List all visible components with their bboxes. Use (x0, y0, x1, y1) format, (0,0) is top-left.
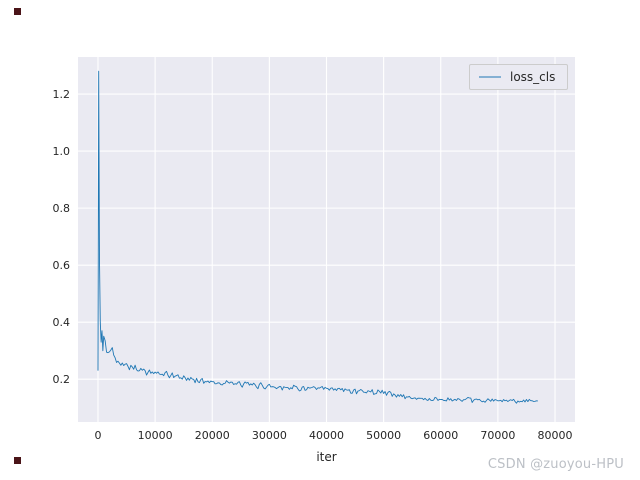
legend: loss_cls (469, 64, 569, 90)
x-tick-label: 60000 (423, 429, 458, 442)
y-tick-label: 1.2 (53, 88, 71, 101)
y-tick-label: 1.0 (53, 145, 71, 158)
watermark: CSDN @zuoyou-HPU (487, 457, 624, 472)
legend-line-icon (479, 76, 501, 78)
x-tick-label: 10000 (138, 429, 173, 442)
y-tick-label: 0.8 (53, 202, 71, 215)
x-tick-label: 50000 (366, 429, 401, 442)
x-axis-label: iter (316, 450, 337, 464)
y-tick-label: 0.6 (53, 259, 71, 272)
corner-artifact-bottom (14, 457, 21, 464)
y-tick-label: 0.4 (53, 316, 71, 329)
x-tick-label: 40000 (309, 429, 344, 442)
x-tick-label: 80000 (538, 429, 573, 442)
x-tick-label: 30000 (252, 429, 287, 442)
x-tick-label: 70000 (480, 429, 515, 442)
y-tick-label: 0.2 (53, 373, 71, 386)
x-tick-label: 0 (94, 429, 101, 442)
loss-curve (97, 70, 538, 404)
corner-artifact-top (14, 8, 21, 15)
legend-label: loss_cls (510, 70, 556, 84)
x-tick-label: 20000 (195, 429, 230, 442)
